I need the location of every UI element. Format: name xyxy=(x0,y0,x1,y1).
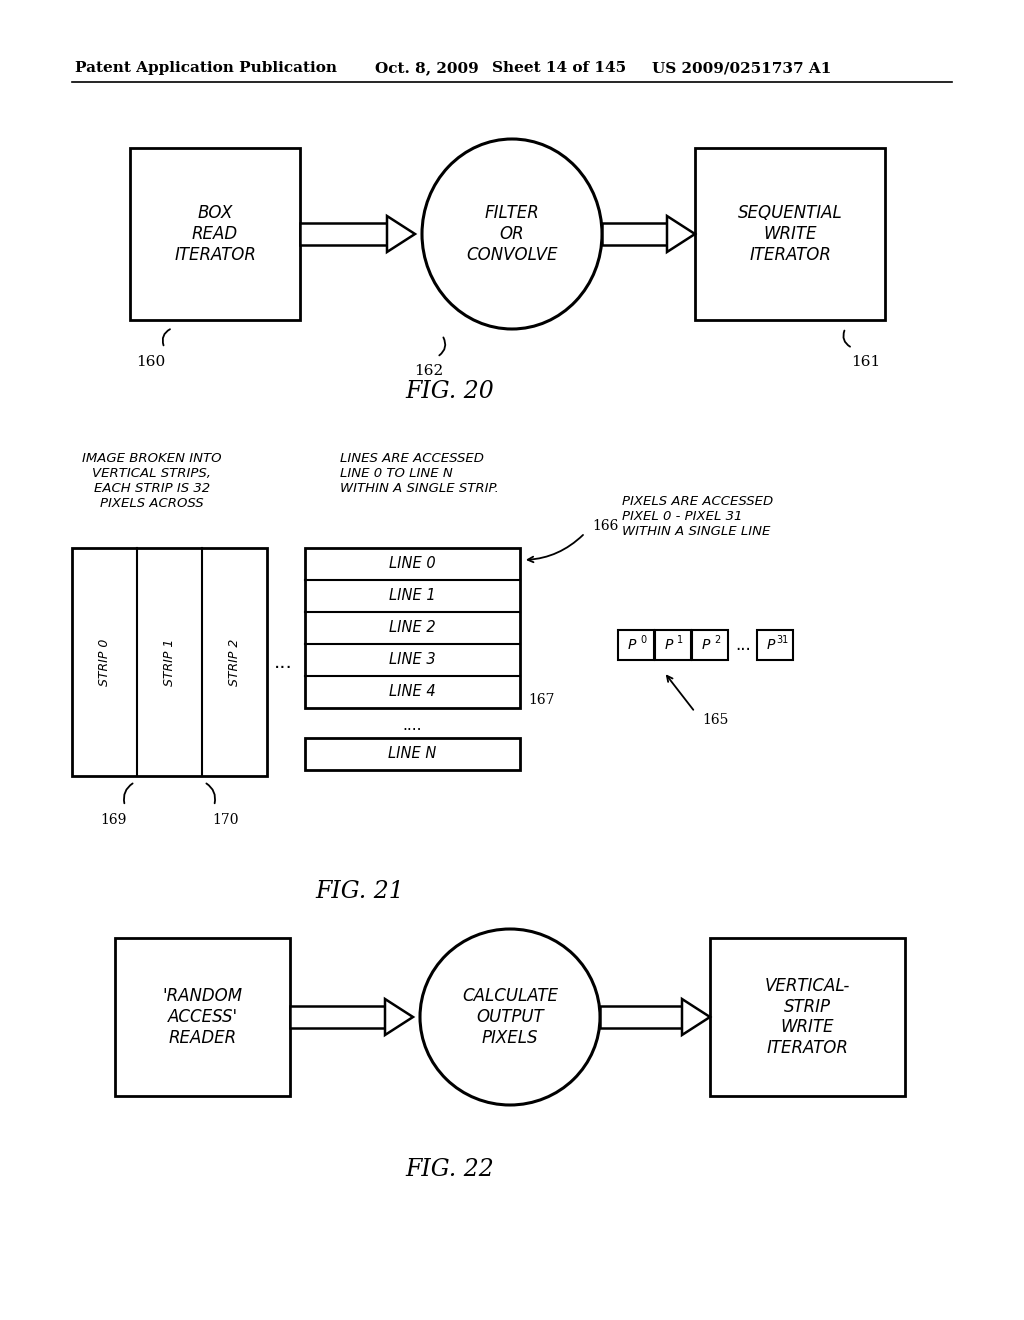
Text: P: P xyxy=(701,638,711,652)
Polygon shape xyxy=(667,216,695,252)
Bar xyxy=(710,939,905,1096)
Text: FILTER
OR
CONVOLVE: FILTER OR CONVOLVE xyxy=(466,205,558,264)
Text: 169: 169 xyxy=(99,813,126,828)
Text: VERTICAL-
STRIP
WRITE
ITERATOR: VERTICAL- STRIP WRITE ITERATOR xyxy=(765,977,850,1057)
Text: ...: ... xyxy=(273,652,293,672)
Bar xyxy=(290,1006,385,1028)
Text: LINE N: LINE N xyxy=(388,747,436,762)
Text: P: P xyxy=(665,638,673,652)
Bar xyxy=(655,630,691,660)
Ellipse shape xyxy=(420,929,600,1105)
Bar xyxy=(72,548,267,776)
Text: LINE 2: LINE 2 xyxy=(389,620,436,635)
Text: 31: 31 xyxy=(776,635,788,645)
Text: 166: 166 xyxy=(592,519,618,533)
Text: LINE 0: LINE 0 xyxy=(389,557,436,572)
Text: 1: 1 xyxy=(677,635,683,645)
Bar xyxy=(305,738,520,770)
Text: Patent Application Publication: Patent Application Publication xyxy=(75,61,337,75)
Text: STRIP 2: STRIP 2 xyxy=(228,639,241,685)
Bar xyxy=(300,223,387,246)
Text: 165: 165 xyxy=(702,713,728,727)
Text: ...: ... xyxy=(735,636,751,653)
Text: Oct. 8, 2009: Oct. 8, 2009 xyxy=(375,61,479,75)
Bar xyxy=(130,148,300,319)
Bar xyxy=(600,1006,682,1028)
Text: BOX
READ
ITERATOR: BOX READ ITERATOR xyxy=(174,205,256,264)
Bar xyxy=(115,939,290,1096)
Polygon shape xyxy=(385,999,413,1035)
Bar xyxy=(305,548,520,708)
Text: FIG. 22: FIG. 22 xyxy=(406,1159,495,1181)
Polygon shape xyxy=(387,216,415,252)
Text: 2: 2 xyxy=(714,635,720,645)
Bar xyxy=(618,630,654,660)
Text: US 2009/0251737 A1: US 2009/0251737 A1 xyxy=(652,61,831,75)
Text: 162: 162 xyxy=(415,364,443,378)
Text: FIG. 20: FIG. 20 xyxy=(406,380,495,404)
Text: ....: .... xyxy=(402,718,422,734)
Bar xyxy=(692,630,728,660)
Text: P: P xyxy=(767,638,775,652)
Ellipse shape xyxy=(422,139,602,329)
Text: 0: 0 xyxy=(640,635,646,645)
Bar xyxy=(695,148,885,319)
Text: P: P xyxy=(628,638,636,652)
Text: 'RANDOM
ACCESS'
READER: 'RANDOM ACCESS' READER xyxy=(163,987,243,1047)
Text: 170: 170 xyxy=(213,813,240,828)
Bar xyxy=(602,223,667,246)
Polygon shape xyxy=(682,999,710,1035)
Bar xyxy=(757,630,793,660)
Text: FIG. 21: FIG. 21 xyxy=(315,880,404,903)
Text: SEQUENTIAL
WRITE
ITERATOR: SEQUENTIAL WRITE ITERATOR xyxy=(737,205,843,264)
Text: CALCULATE
OUTPUT
PIXELS: CALCULATE OUTPUT PIXELS xyxy=(462,987,558,1047)
Text: LINES ARE ACCESSED
LINE 0 TO LINE N
WITHIN A SINGLE STRIP.: LINES ARE ACCESSED LINE 0 TO LINE N WITH… xyxy=(340,451,499,495)
Text: STRIP 1: STRIP 1 xyxy=(163,639,176,685)
Text: IMAGE BROKEN INTO
VERTICAL STRIPS,
EACH STRIP IS 32
PIXELS ACROSS: IMAGE BROKEN INTO VERTICAL STRIPS, EACH … xyxy=(82,451,222,510)
Text: LINE 4: LINE 4 xyxy=(389,685,436,700)
Text: 160: 160 xyxy=(136,355,165,370)
Text: 167: 167 xyxy=(528,693,555,708)
Text: LINE 1: LINE 1 xyxy=(389,589,436,603)
Text: STRIP 0: STRIP 0 xyxy=(98,639,111,685)
Text: Sheet 14 of 145: Sheet 14 of 145 xyxy=(492,61,626,75)
Text: 161: 161 xyxy=(851,355,880,370)
Text: LINE 3: LINE 3 xyxy=(389,652,436,668)
Text: PIXELS ARE ACCESSED
PIXEL 0 - PIXEL 31
WITHIN A SINGLE LINE: PIXELS ARE ACCESSED PIXEL 0 - PIXEL 31 W… xyxy=(622,495,773,539)
